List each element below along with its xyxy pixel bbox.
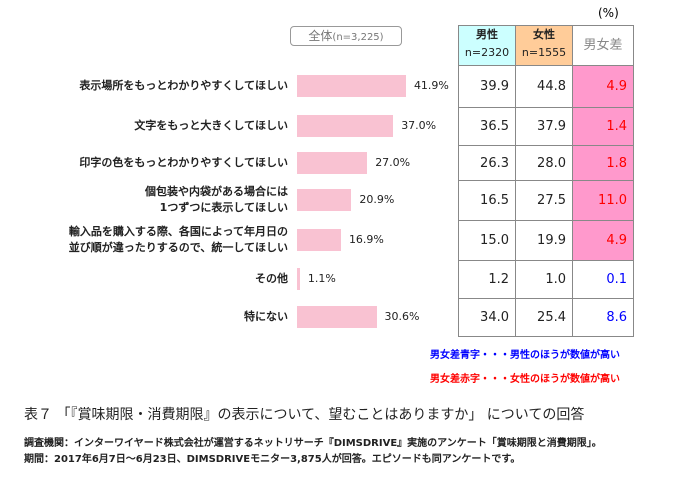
note-red: 男女差赤字・・・女性のほうが数値が高い (430, 374, 620, 385)
category-label: その他 (255, 272, 288, 285)
table-cell-diff: 4.9 (572, 65, 634, 108)
value-label: 41.9% (413, 79, 449, 92)
header-n: n=2320 (464, 46, 510, 59)
table-cell-diff: 1.4 (572, 107, 634, 146)
table-cell-male: 16.5 (458, 180, 516, 221)
table-cell-male: 36.5 (458, 107, 516, 146)
footer-line2: 期間：2017年6月7日～6月23日、DIMSDRIVEモニター3,875人が回… (24, 454, 521, 465)
chart-title: 表７ 「『賞味期限・消費期限』の表示について、望むことはありますか」 についての… (24, 407, 585, 423)
category-label: 表示場所をもっとわかりやすくしてほしい (79, 79, 288, 92)
bar (297, 115, 394, 137)
table-cell-male: 26.3 (458, 145, 516, 181)
table-cell-female: 1.0 (515, 260, 573, 299)
bar (297, 229, 341, 251)
bar (297, 151, 368, 174)
table-cell-female: 44.8 (515, 65, 573, 108)
category-label: 輸入品を購入する際、各国によって年月日の 並び順が違ったりするので、統一してほし… (68, 225, 288, 254)
value-label: 30.6% (384, 310, 420, 323)
table-cell-diff: 8.6 (572, 298, 634, 337)
table-cell-diff: 4.9 (572, 220, 634, 261)
value-label: 37.0% (401, 119, 437, 132)
category-label: 個包装や内袋がある場合には 1つずつに表示してほしい (145, 185, 288, 214)
table-cell-female: 19.9 (515, 220, 573, 261)
header-n: n=1555 (521, 46, 567, 59)
value-label: 1.1% (307, 272, 336, 285)
total-text: 全体 (308, 29, 333, 43)
table-cell-diff: 1.8 (572, 145, 634, 181)
total-label: 全体(n=3,225) (290, 26, 402, 46)
note-blue: 男女差青字・・・男性のほうが数値が高い (430, 350, 620, 361)
table-cell-female: 37.9 (515, 107, 573, 146)
footer-line1: 調査機関：インターワイヤード株式会社が運営するネットリサーチ『DIMSDRIVE… (24, 438, 602, 449)
table-cell-female: 25.4 (515, 298, 573, 337)
category-label: 印字の色をもっとわかりやすくしてほしい (79, 155, 288, 169)
table-header-1: 女性 n=1555 (515, 25, 573, 66)
table-cell-female: 27.5 (515, 180, 573, 221)
value-label: 20.9% (359, 193, 395, 206)
header-label: 男女差 (583, 38, 623, 53)
table-cell-diff: 11.0 (572, 180, 634, 221)
value-label: 27.0% (375, 155, 411, 169)
total-n: (n=3,225) (332, 32, 384, 43)
table-header-0: 男性 n=2320 (458, 25, 516, 66)
table-cell-male: 39.9 (458, 65, 516, 108)
table-cell-male: 34.0 (458, 298, 516, 337)
category-label: 文字をもっと大きくしてほしい (134, 119, 288, 132)
bar (297, 268, 300, 290)
bar (297, 75, 406, 97)
value-label: 16.9% (348, 233, 384, 246)
table-cell-diff: 0.1 (572, 260, 634, 299)
table-cell-male: 15.0 (458, 220, 516, 261)
bar (297, 189, 352, 211)
bar (297, 306, 377, 328)
table-cell-female: 28.0 (515, 145, 573, 181)
table-cell-male: 1.2 (458, 260, 516, 299)
table-header-2: 男女差 (572, 25, 634, 66)
header-label: 男性 (476, 28, 498, 41)
header-label: 女性 (533, 28, 555, 41)
unit-label: (%) (598, 6, 619, 20)
category-label: 特にない (244, 310, 288, 323)
